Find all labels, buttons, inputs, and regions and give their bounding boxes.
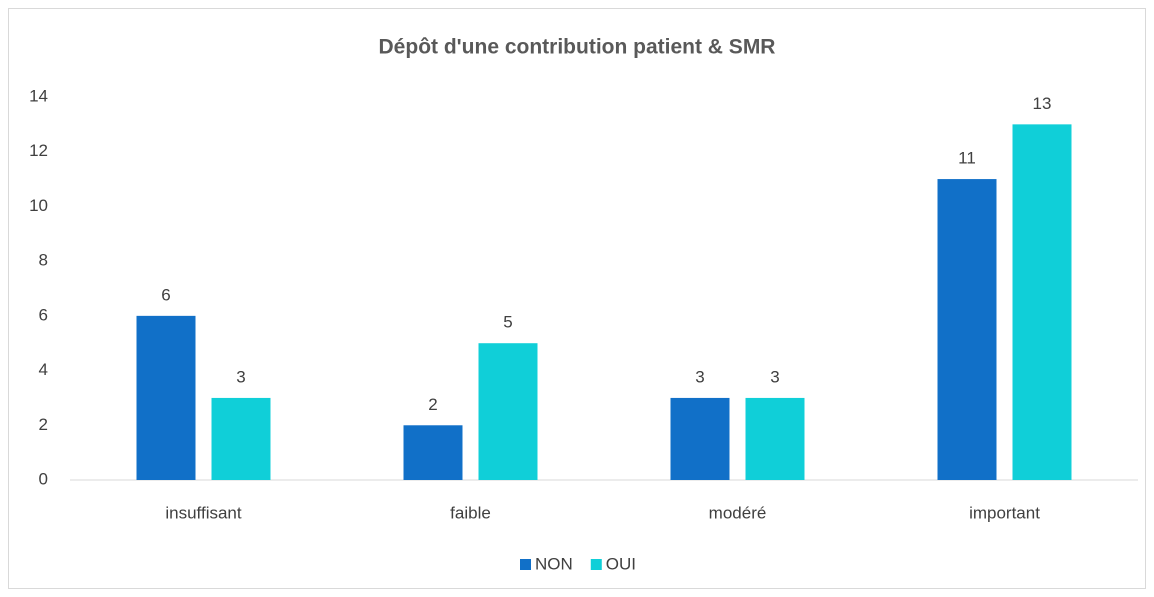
x-tick-label: important <box>969 503 1040 522</box>
chart-title: Dépôt d'une contribution patient & SMR <box>379 36 776 59</box>
y-tick-label: 2 <box>39 415 48 434</box>
value-label: 13 <box>1033 94 1052 113</box>
y-tick-label: 10 <box>29 196 48 215</box>
y-tick-label: 8 <box>39 251 48 270</box>
value-label: 3 <box>695 367 704 386</box>
y-tick-label: 12 <box>29 141 48 160</box>
value-label: 11 <box>958 149 976 168</box>
y-tick-label: 4 <box>39 360 48 379</box>
bar <box>1012 124 1072 480</box>
y-tick-label: 14 <box>29 86 48 105</box>
legend-label: OUI <box>606 554 636 573</box>
value-label: 6 <box>161 285 170 304</box>
value-label: 5 <box>503 313 512 332</box>
bar <box>937 179 997 481</box>
bar <box>670 397 730 480</box>
x-tick-label: insuffisant <box>165 503 242 522</box>
legend-swatch <box>520 559 531 570</box>
value-label: 2 <box>428 395 437 414</box>
bar <box>403 425 463 480</box>
legend-label: NON <box>535 554 573 573</box>
bar <box>478 343 538 480</box>
bar <box>745 397 805 480</box>
bar <box>136 315 196 480</box>
x-tick-label: modéré <box>709 503 767 522</box>
legend-swatch <box>590 559 602 570</box>
x-tick-label: faible <box>450 503 491 522</box>
value-label: 3 <box>236 367 245 386</box>
bar <box>211 397 271 480</box>
y-tick-label: 6 <box>39 305 48 324</box>
value-label: 3 <box>770 367 779 386</box>
y-tick-label: 0 <box>39 469 48 488</box>
